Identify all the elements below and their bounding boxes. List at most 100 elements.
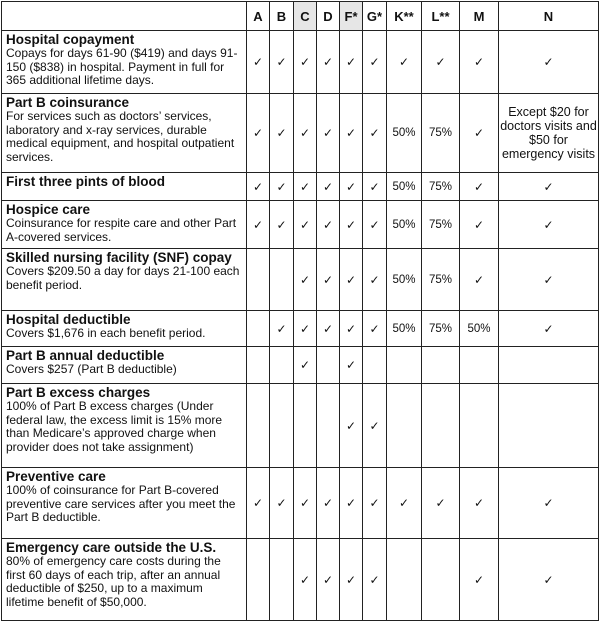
check-mark-icon: ✓ (339, 172, 363, 201)
check-mark-icon: ✓ (316, 467, 340, 539)
check-mark-icon: ✓ (459, 200, 499, 249)
check-mark-icon: ✓ (246, 30, 270, 94)
check-mark-icon: ✓ (362, 310, 387, 347)
coverage-note: Except $20 for doctors visits and $50 fo… (498, 93, 599, 173)
check-mark-icon: ✓ (339, 310, 363, 347)
empty-cell (362, 346, 387, 384)
table-row: Hospital deductible Covers $1,676 in each… (1, 310, 599, 347)
check-mark-icon: ✓ (459, 248, 499, 311)
column-header-plan: C (293, 1, 317, 31)
benefit-description: Covers $1,676 in each benefit period. (6, 326, 206, 340)
benefit-description: 100% of coinsurance for Part B-covered p… (6, 483, 236, 524)
benefit-title: Emergency care outside the U.S. (6, 540, 217, 555)
coverage-percent: 75% (421, 248, 460, 311)
check-mark-icon: ✓ (362, 383, 387, 468)
benefit-label: Skilled nursing facility (SNF) copay Cove… (1, 248, 247, 311)
check-mark-icon: ✓ (269, 30, 294, 94)
empty-cell (498, 346, 599, 384)
benefit-description: 100% of Part B excess charges (Under fed… (6, 399, 223, 454)
empty-cell (246, 383, 270, 468)
check-mark-icon: ✓ (421, 467, 460, 539)
empty-cell (246, 310, 270, 347)
check-mark-icon: ✓ (386, 30, 422, 94)
benefit-label: Hospital deductible Covers $1,676 in each… (1, 310, 247, 347)
benefit-description: Covers $257 (Part B deductible) (6, 362, 177, 376)
check-mark-icon: ✓ (362, 30, 387, 94)
check-mark-icon: ✓ (246, 172, 270, 201)
check-mark-icon: ✓ (339, 200, 363, 249)
benefit-title: Part B excess charges (6, 385, 151, 400)
check-mark-icon: ✓ (498, 310, 599, 347)
column-header-plan: D (316, 1, 340, 31)
benefit-label: Hospital copayment Copays for days 61-90 … (1, 30, 247, 94)
column-header-plan: A (246, 1, 270, 31)
benefit-title: Preventive care (6, 469, 106, 484)
check-mark-icon: ✓ (498, 538, 599, 621)
benefit-description: Covers $209.50 a day for days 21-100 eac… (6, 264, 240, 292)
benefit-label: First three pints of blood (1, 172, 247, 201)
check-mark-icon: ✓ (293, 310, 317, 347)
check-mark-icon: ✓ (269, 93, 294, 173)
benefit-title: Hospital copayment (6, 32, 135, 47)
coverage-percent: 75% (421, 200, 460, 249)
benefit-description: For services such as doctors’ services, … (6, 109, 235, 164)
column-header-plan: N (498, 1, 599, 31)
coverage-percent: 75% (421, 172, 460, 201)
check-mark-icon: ✓ (316, 93, 340, 173)
column-header-plan: K** (386, 1, 422, 31)
benefit-label: Part B annual deductible Covers $257 (Par… (1, 346, 247, 384)
check-mark-icon: ✓ (269, 172, 294, 201)
coverage-percent: 50% (459, 310, 499, 347)
check-mark-icon: ✓ (293, 538, 317, 621)
empty-cell (246, 538, 270, 621)
check-mark-icon: ✓ (459, 467, 499, 539)
table-row: Preventive care 100% of coinsurance for P… (1, 467, 599, 539)
benefit-title: Part B coinsurance (6, 95, 130, 110)
benefit-title: Skilled nursing facility (SNF) copay (6, 250, 232, 265)
check-mark-icon: ✓ (269, 200, 294, 249)
check-mark-icon: ✓ (362, 467, 387, 539)
check-mark-icon: ✓ (246, 467, 270, 539)
check-mark-icon: ✓ (293, 346, 317, 384)
empty-cell (246, 248, 270, 311)
benefit-label: Hospice care Coinsurance for respite care… (1, 200, 247, 249)
benefit-title: Hospital deductible (6, 312, 131, 327)
check-mark-icon: ✓ (362, 248, 387, 311)
check-mark-icon: ✓ (269, 310, 294, 347)
empty-cell (421, 538, 460, 621)
check-mark-icon: ✓ (293, 30, 317, 94)
empty-cell (316, 346, 340, 384)
benefit-label: Part B coinsurance For services such as d… (1, 93, 247, 173)
check-mark-icon: ✓ (498, 248, 599, 311)
empty-cell (269, 346, 294, 384)
benefit-label: Preventive care 100% of coinsurance for P… (1, 467, 247, 539)
check-mark-icon: ✓ (339, 346, 363, 384)
check-mark-icon: ✓ (459, 172, 499, 201)
check-mark-icon: ✓ (246, 200, 270, 249)
check-mark-icon: ✓ (316, 200, 340, 249)
check-mark-icon: ✓ (246, 93, 270, 173)
check-mark-icon: ✓ (293, 200, 317, 249)
empty-cell (386, 346, 422, 384)
empty-cell (269, 383, 294, 468)
table-row: Part B annual deductible Covers $257 (Par… (1, 346, 599, 384)
table-row: First three pints of blood ✓ ✓ ✓ ✓ ✓ ✓ 50% 75% ✓ ✓ (1, 172, 599, 201)
benefit-title: Part B annual deductible (6, 348, 165, 363)
check-mark-icon: ✓ (362, 200, 387, 249)
column-header-plan: L** (421, 1, 460, 31)
empty-cell (316, 383, 340, 468)
check-mark-icon: ✓ (293, 172, 317, 201)
empty-cell (269, 538, 294, 621)
check-mark-icon: ✓ (339, 30, 363, 94)
coverage-percent: 50% (386, 93, 422, 173)
check-mark-icon: ✓ (339, 538, 363, 621)
empty-cell (459, 383, 499, 468)
check-mark-icon: ✓ (293, 93, 317, 173)
check-mark-icon: ✓ (339, 93, 363, 173)
header-row: A B C D F* G* K** L** M N (1, 1, 599, 31)
column-header-plan: M (459, 1, 499, 31)
column-header-plan: F* (339, 1, 363, 31)
benefit-label: Part B excess charges 100% of Part B exce… (1, 383, 247, 468)
coverage-percent: 50% (386, 310, 422, 347)
check-mark-icon: ✓ (339, 467, 363, 539)
